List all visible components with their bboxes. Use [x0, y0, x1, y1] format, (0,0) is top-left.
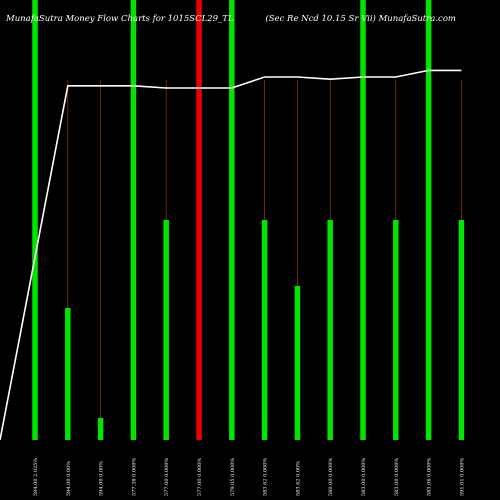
x-tick-label: 577.00 0.000% — [164, 458, 170, 496]
x-tick-label: 594.00 0.00% — [99, 461, 105, 496]
x-tick-label: 577.00 0.000% — [197, 458, 203, 496]
money-flow-line — [0, 69, 462, 441]
chart-subtitle: (Sec Re Ncd 10.15 Sr Vii) MunafaSutra.co… — [265, 14, 456, 24]
bar-1-13 — [425, 0, 432, 440]
bar-2-5 — [163, 220, 169, 440]
x-tick-label: 583.62 0.000% — [263, 458, 269, 496]
x-tick-label: 580.00 0.000% — [328, 458, 334, 496]
bar-1-4 — [130, 0, 137, 440]
x-tick-label: 583.06 0.000% — [427, 458, 433, 496]
x-tick-label: 583.00 0.000% — [361, 458, 367, 496]
x-tick-label: 594.00 2.025% — [33, 458, 39, 496]
bar-2-3 — [97, 418, 104, 440]
bar-2-12 — [393, 220, 399, 440]
bar-1-1 — [32, 0, 38, 440]
x-tick-label: 594.00 0.00% — [66, 461, 72, 496]
x-tick-label: 591.01 0.000% — [459, 458, 465, 496]
x-tick-label: 583.00 0.000% — [394, 458, 400, 496]
bar-2-14 — [458, 220, 465, 440]
bar-1-11 — [360, 0, 366, 440]
x-tick-label: 577.38 0.000% — [131, 458, 137, 496]
bar-2-2 — [65, 308, 71, 440]
x-tick-label: 583.62 0.00% — [295, 461, 301, 496]
bar-2-8 — [261, 220, 268, 440]
bar-2-9 — [294, 286, 301, 440]
bar-1-6 — [196, 0, 202, 440]
x-tick-label: 579.05 0.000% — [230, 458, 236, 496]
bar-1-7 — [229, 0, 235, 440]
chart-title: MunafaSutra Money Flow Charts for 1015SC… — [6, 14, 234, 24]
bar-2-10 — [327, 220, 333, 440]
